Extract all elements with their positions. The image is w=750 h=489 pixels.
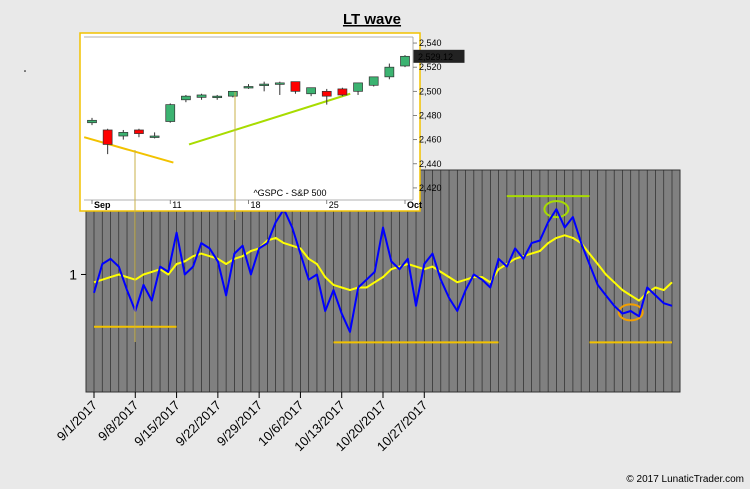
candle-body <box>321 90 332 97</box>
candle-body <box>306 87 316 95</box>
candle-body <box>259 83 269 86</box>
candle-body <box>228 90 238 97</box>
inset-y-tick-label: 2,460 <box>419 135 442 145</box>
inset-trendline <box>83 136 174 164</box>
inset-y-tick-label: 2,540 <box>419 38 442 48</box>
candle-body <box>165 104 176 122</box>
inset-x-tick-label: 11 <box>172 200 181 210</box>
inset-x-tick-label: Oct <box>407 200 422 210</box>
inset-x-tick-label: 25 <box>329 200 339 210</box>
candle-body <box>102 129 113 145</box>
inset-y-tick-label: 2,500 <box>419 86 442 96</box>
candle-body <box>243 86 254 89</box>
inset-frame <box>79 32 421 212</box>
candle-body <box>274 82 285 85</box>
inset-y-tick-label: 2,420 <box>419 183 442 193</box>
y-tick-label: 1 <box>69 266 77 282</box>
candle-body <box>400 55 410 67</box>
candle-body <box>290 81 301 92</box>
inset-x-tick-label: Sep <box>94 200 111 210</box>
series-line <box>93 208 673 333</box>
chart-title: LT wave <box>343 11 401 28</box>
candle-body <box>87 119 97 124</box>
candle-body <box>337 88 348 96</box>
inset-trendline <box>188 92 351 146</box>
candle-body <box>181 95 191 101</box>
last-price-label: 2,529.12 <box>418 52 453 62</box>
candle-body <box>118 132 129 137</box>
candle-body <box>384 66 395 78</box>
inset-ticker-label: ^GSPC - S&P 500 <box>253 188 326 198</box>
candle-body <box>149 135 160 138</box>
annotation-ellipse <box>543 200 570 219</box>
inset-price-chart: 2,420 2,440 2,460 2,480 2,500 2,520 2,540 Sep 11… <box>79 32 465 342</box>
candle-body <box>353 82 363 92</box>
candle-body <box>196 94 207 98</box>
x-tick-label: 9/1/2017 <box>54 398 100 444</box>
copyright-note: © 2017 LunaticTrader.com <box>626 474 744 485</box>
inset-y-tick-label: 2,440 <box>419 159 442 169</box>
stray-dot <box>24 70 26 72</box>
candle-body <box>134 129 144 134</box>
main-series <box>93 208 673 333</box>
inset-y-tick-label: 2,520 <box>419 62 442 72</box>
annotation-ellipse <box>617 303 644 322</box>
inset-y-tick-label: 2,480 <box>419 110 442 120</box>
candle-body <box>368 76 379 86</box>
last-price-box <box>413 49 465 63</box>
series-line <box>93 234 673 302</box>
inset-x-tick-label: 18 <box>251 200 261 210</box>
candle-body <box>212 95 223 99</box>
